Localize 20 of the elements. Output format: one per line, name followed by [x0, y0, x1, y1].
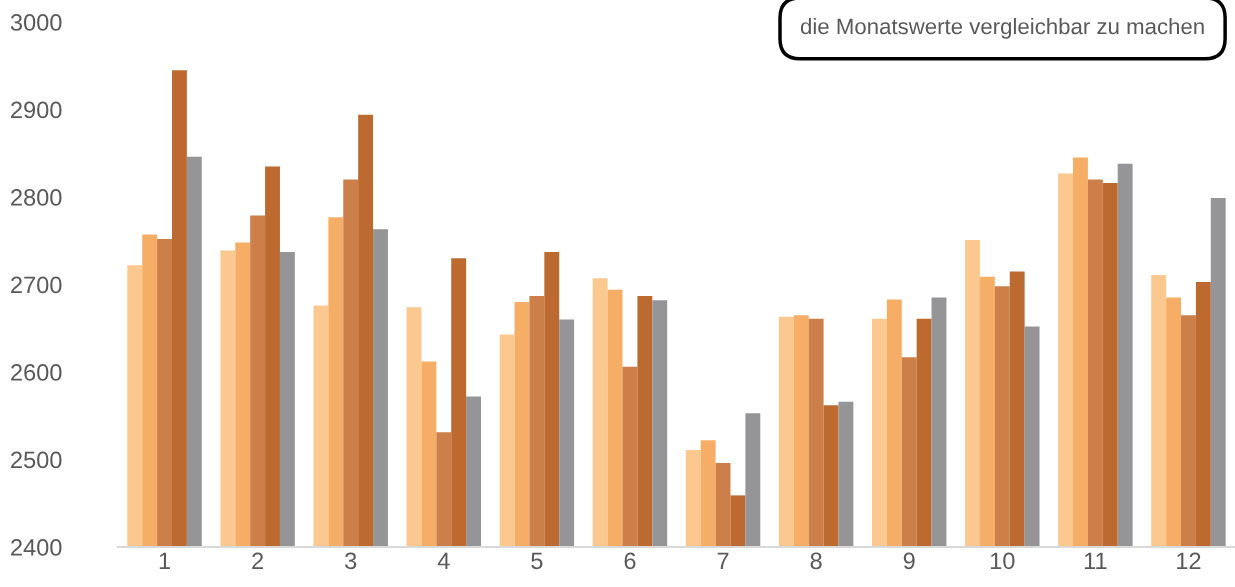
x-tick-label: 3: [345, 552, 357, 570]
y-tick-label: 2400: [11, 539, 62, 556]
y-tick-label: 2600: [11, 364, 62, 381]
x-tick-label: 2: [252, 552, 264, 569]
x-tick-label: 6: [624, 552, 636, 570]
y-tick-label: 2900: [11, 101, 62, 119]
x-tick-label: 7: [717, 552, 729, 569]
x-tick-label: 5: [531, 552, 543, 570]
x-tick-label: 11: [1084, 552, 1107, 569]
y-tick-label: 3000: [10, 14, 62, 31]
y-tick-label: 2700: [11, 276, 62, 294]
x-tick-label: 10: [990, 552, 1015, 570]
annotation: die Monatswerte vergleichbar zu machen: [800, 18, 1204, 39]
x-tick-label: 12: [1177, 552, 1201, 569]
x-tick-label: 1: [159, 552, 170, 569]
y-tick-label: 2500: [11, 451, 62, 469]
x-tick-label: 9: [903, 552, 915, 570]
y-tick-label: 2800: [11, 189, 62, 206]
x-tick-label: 8: [810, 552, 822, 570]
x-tick-label: 4: [437, 552, 450, 569]
